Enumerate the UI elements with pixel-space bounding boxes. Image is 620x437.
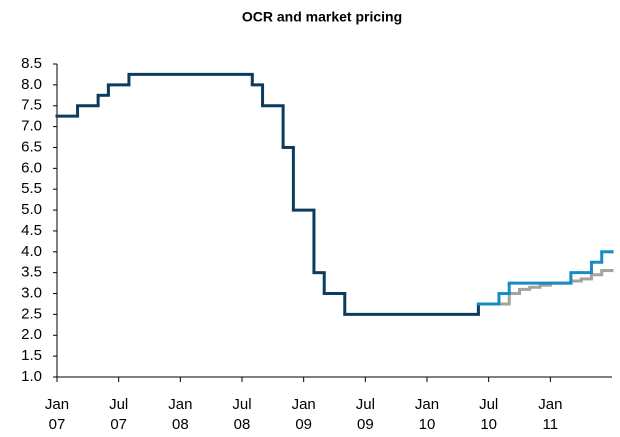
x-tick-label: Jul 10 — [479, 396, 498, 433]
x-tick-label: Jan 10 — [415, 396, 439, 433]
chart-title: OCR and market pricing — [242, 9, 402, 25]
y-tick-label: 8.5 — [21, 55, 42, 72]
y-tick-label: 8.0 — [21, 76, 42, 93]
y-tick-label: 4.0 — [21, 243, 42, 260]
y-tick-label: 7.0 — [21, 118, 42, 135]
x-tick-label: Jan 11 — [538, 396, 562, 433]
y-tick-label: 2.0 — [21, 326, 42, 343]
y-tick-label: 1.0 — [21, 368, 42, 385]
x-tick-label: Jul 08 — [232, 396, 251, 433]
y-tick-label: 2.5 — [21, 305, 42, 322]
y-tick-label: 5.5 — [21, 180, 42, 197]
x-tick-label: Jan 08 — [168, 396, 192, 433]
y-tick-label: 6.0 — [21, 159, 42, 176]
y-tick-label: 3.0 — [21, 285, 42, 302]
x-tick-label: Jul 07 — [109, 396, 128, 433]
x-tick-label: Jul 09 — [356, 396, 375, 433]
y-tick-label: 5.0 — [21, 201, 42, 218]
y-tick-label: 4.5 — [21, 222, 42, 239]
y-tick-label: 1.5 — [21, 347, 42, 364]
y-tick-label: 7.5 — [21, 97, 42, 114]
y-tick-label: 6.5 — [21, 138, 42, 155]
y-tick-label: 3.5 — [21, 264, 42, 281]
x-tick-label: Jan 09 — [292, 396, 316, 433]
x-tick-label: Jan 07 — [45, 396, 69, 433]
